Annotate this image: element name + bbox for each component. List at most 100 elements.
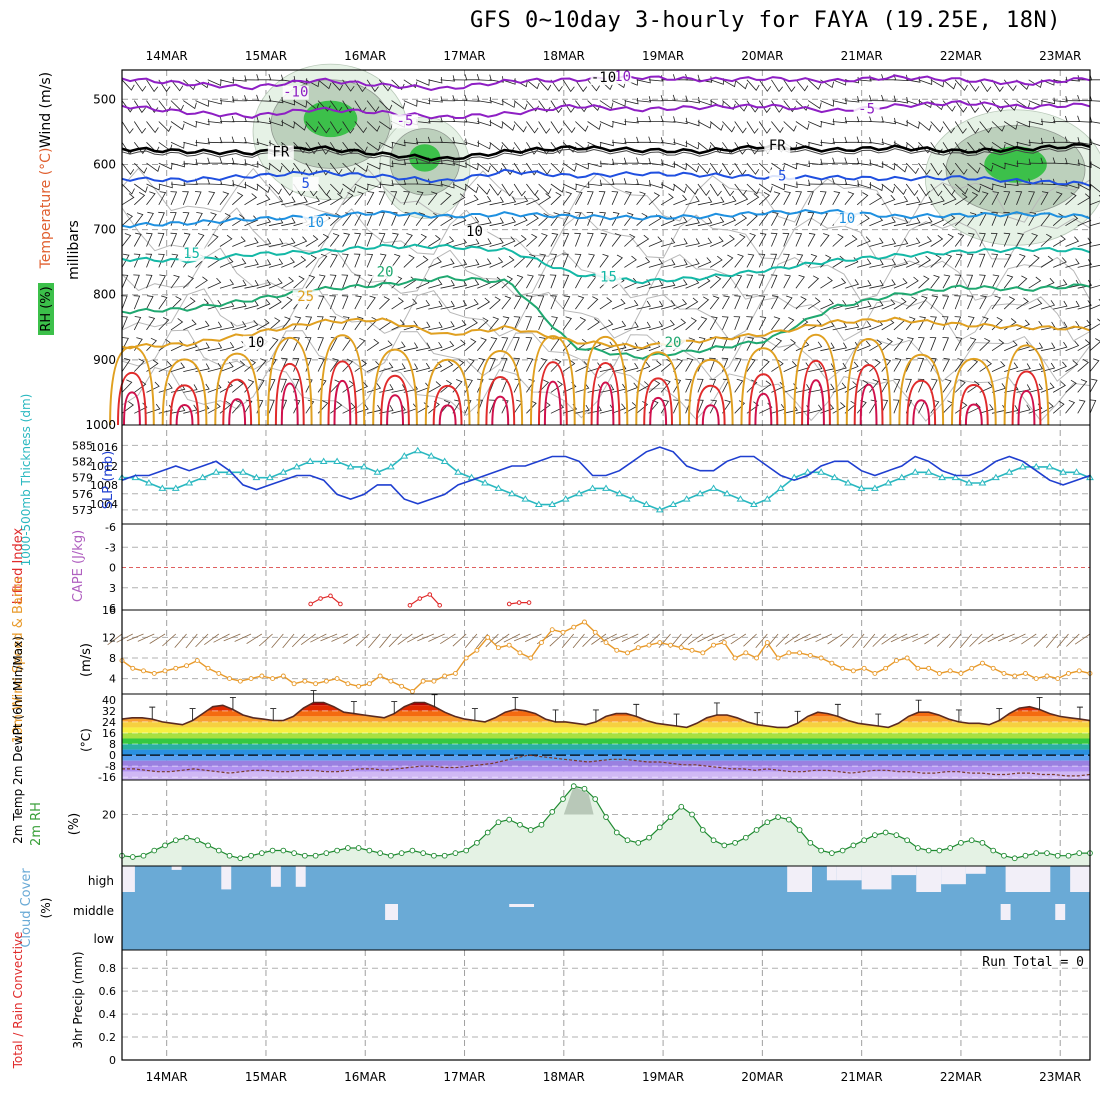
wind-barb <box>721 316 729 331</box>
wind-barb <box>513 195 529 206</box>
wind-barb <box>550 253 557 268</box>
wind-barb <box>477 297 491 310</box>
wind-barb <box>452 319 467 331</box>
wind-barb <box>771 191 781 206</box>
cloud-mid-gap <box>1055 904 1066 920</box>
wind-barb <box>513 100 528 111</box>
wind-barb <box>317 194 332 206</box>
wind-barb <box>967 232 975 247</box>
contour-label: 5 <box>778 169 786 185</box>
wind10-barb <box>804 633 822 642</box>
wind10-barb <box>204 633 220 646</box>
wind-barb <box>1090 79 1100 81</box>
wind-barb <box>648 258 663 268</box>
wind-barb <box>366 253 374 268</box>
contour-label: 5 <box>301 176 309 192</box>
wind-barb <box>366 141 381 151</box>
wind-barb <box>550 337 560 351</box>
wind-barb <box>1089 279 1100 289</box>
wind-barb <box>121 401 134 414</box>
wind-barb <box>967 337 977 351</box>
rh-marker <box>431 852 437 859</box>
wind-barb <box>489 337 498 351</box>
wind-barb <box>317 316 324 331</box>
wind-barb <box>648 182 663 189</box>
li-tick: 6 <box>109 602 116 615</box>
temp-tick: 8 <box>109 738 116 751</box>
wind-barb <box>146 191 156 206</box>
wind-barb <box>366 232 373 247</box>
wind-barb <box>869 193 883 206</box>
rh-marker <box>915 845 921 851</box>
wind-barb <box>942 194 957 206</box>
wind-barb <box>808 341 823 352</box>
wind-barb <box>501 216 516 227</box>
contour-label-bg <box>243 335 270 350</box>
wind-barb <box>1065 379 1077 393</box>
wind-barb <box>1065 192 1077 206</box>
wind-barb <box>133 100 146 114</box>
temp-tick: 16 <box>102 727 116 740</box>
wind-barb <box>746 79 760 91</box>
wind-barb <box>256 378 265 393</box>
wind-barb <box>832 342 848 352</box>
wind-barb <box>819 191 827 205</box>
wind-barb <box>133 142 147 155</box>
thickness-marker <box>803 468 812 475</box>
rh-marker <box>581 785 588 792</box>
wind10-marker <box>442 673 448 679</box>
wind-barb <box>464 299 479 310</box>
wind10-barb <box>840 633 854 647</box>
wind-barb <box>660 399 670 414</box>
wind10-barb <box>494 633 510 645</box>
wind-barb <box>832 157 848 164</box>
wind10-barb <box>678 633 693 647</box>
wind-barb <box>403 79 418 89</box>
wind-barb <box>281 76 296 83</box>
wind-barb <box>734 121 747 134</box>
wind-barb <box>452 379 463 393</box>
wind-barb <box>697 121 712 129</box>
wind10-barb <box>697 633 714 643</box>
wind-barb <box>673 183 687 194</box>
wind-barb <box>305 254 317 268</box>
contour-label: 15 <box>183 246 200 262</box>
wind-barb <box>1016 404 1031 414</box>
wind-barb <box>917 357 925 372</box>
wind-barb <box>611 100 626 107</box>
wind-barb <box>121 379 133 393</box>
thickness-marker <box>346 462 355 470</box>
wind10-barb <box>863 633 876 649</box>
wind-barb <box>415 233 427 247</box>
wind-barb <box>685 297 699 310</box>
wind-barb <box>415 299 431 310</box>
wind-barb <box>428 257 442 268</box>
wind-barb <box>574 212 582 226</box>
wind-barb <box>452 339 466 352</box>
wind-barb <box>121 121 134 134</box>
wind-barb <box>207 136 223 144</box>
warm-contour-arch <box>582 335 629 426</box>
wind-barb <box>942 121 955 134</box>
wind-barb <box>562 191 573 206</box>
rh-marker <box>872 832 878 838</box>
rh-marker <box>893 832 900 838</box>
temp-errorbar <box>592 709 599 722</box>
wind-barb <box>158 100 172 113</box>
wind-barb <box>170 191 178 205</box>
wind10-barb <box>890 633 908 643</box>
wind-barb <box>293 100 308 108</box>
wind-barb <box>1040 362 1056 372</box>
wind-barb <box>378 232 386 247</box>
wind-barb <box>893 217 909 227</box>
thickness-marker <box>333 457 341 465</box>
wind-barb <box>979 274 986 289</box>
wind-barb <box>513 234 527 247</box>
wind-barb <box>660 193 674 206</box>
wind-barb <box>758 183 773 193</box>
wind-barb <box>403 363 419 372</box>
warm-contour-arch <box>964 403 983 426</box>
rh-marker <box>796 827 803 833</box>
wind-barb <box>942 378 952 393</box>
wind10-barb <box>246 633 263 644</box>
